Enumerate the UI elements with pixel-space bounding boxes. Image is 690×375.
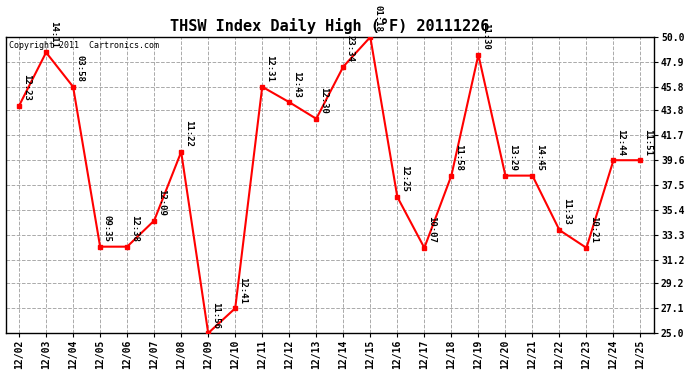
Text: 11:22: 11:22	[184, 120, 193, 147]
Text: 11:56: 11:56	[211, 302, 220, 328]
Text: 10:07: 10:07	[427, 216, 436, 243]
Text: 13:29: 13:29	[508, 144, 517, 171]
Text: 10:21: 10:21	[589, 216, 598, 243]
Text: 12:38: 12:38	[130, 215, 139, 242]
Text: 12:25: 12:25	[400, 165, 409, 192]
Text: 12:41: 12:41	[238, 277, 247, 303]
Text: 11:58: 11:58	[454, 144, 463, 171]
Text: 11:33: 11:33	[562, 198, 571, 225]
Title: THSW Index Daily High (°F) 20111226: THSW Index Daily High (°F) 20111226	[170, 18, 489, 34]
Text: Copyright 2011  Cartronics.com: Copyright 2011 Cartronics.com	[9, 42, 159, 51]
Text: 09:35: 09:35	[103, 215, 112, 242]
Text: 01:18: 01:18	[373, 6, 382, 32]
Text: 14:11: 14:11	[49, 21, 58, 48]
Text: 12:23: 12:23	[22, 74, 31, 101]
Text: 23:34: 23:34	[346, 35, 355, 62]
Text: 03:58: 03:58	[76, 55, 85, 82]
Text: 11:30: 11:30	[481, 23, 490, 50]
Text: 12:44: 12:44	[616, 129, 625, 156]
Text: 11:51: 11:51	[643, 129, 652, 156]
Text: 12:43: 12:43	[292, 70, 301, 98]
Text: 12:30: 12:30	[319, 87, 328, 114]
Text: 14:45: 14:45	[535, 144, 544, 171]
Text: 12:09: 12:09	[157, 189, 166, 216]
Text: 12:31: 12:31	[265, 55, 274, 82]
